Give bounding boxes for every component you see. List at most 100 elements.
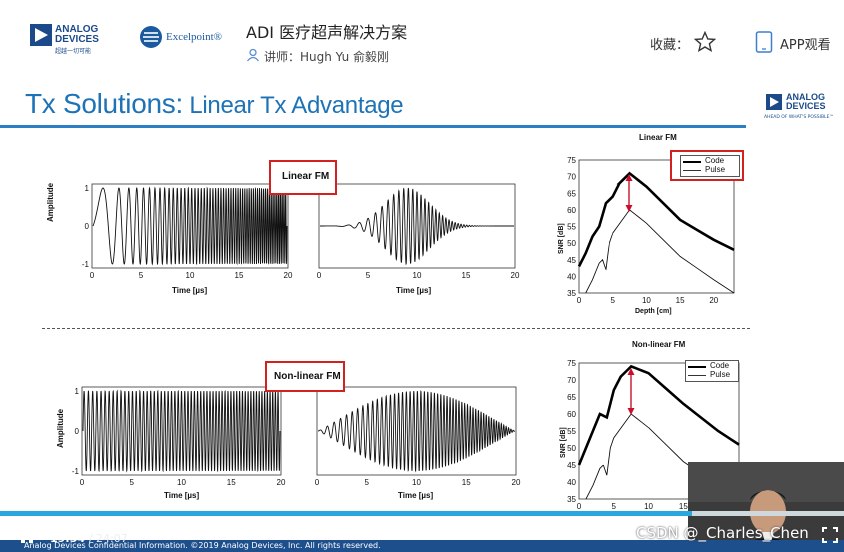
tick-label: 20 xyxy=(284,271,293,280)
star-icon[interactable] xyxy=(693,30,717,57)
tick-label: 55 xyxy=(567,427,576,436)
excelpoint-globe-icon xyxy=(140,26,162,48)
tick-label: 5 xyxy=(612,502,617,511)
nonlinear-fm-label: Non-linear FM xyxy=(274,371,341,382)
section-divider xyxy=(42,328,750,329)
tick-label: 15 xyxy=(462,478,471,487)
fullscreen-icon[interactable] xyxy=(822,527,838,547)
course-header: ANALOG DEVICES 超越一切可能 Excelpoint® ADI 医疗超… xyxy=(0,0,844,74)
tick-label: 70 xyxy=(567,376,576,385)
plot-linear-tapered xyxy=(318,183,516,269)
plot-snr-linear xyxy=(577,159,735,294)
legend: Code Pulse xyxy=(685,360,739,382)
tick-label: 0 xyxy=(90,271,95,280)
slide: Tx Solutions: Linear Tx Advantage ANALOG… xyxy=(0,74,844,552)
adi-logo[interactable]: ANALOG DEVICES 超越一切可能 xyxy=(30,24,108,56)
adi-logo-mark xyxy=(30,24,52,46)
chart-title: Linear FM xyxy=(639,133,677,142)
webcam-view xyxy=(688,462,844,552)
plot-nonlinear-chirp xyxy=(81,386,282,476)
tick-label: 20 xyxy=(512,478,521,487)
series-pulse-line xyxy=(585,209,735,294)
lecturer-name: 讲师：Hugh Yu 俞毅刚 xyxy=(264,50,390,64)
tick-label: 10 xyxy=(186,271,195,280)
tick-label: 75 xyxy=(567,156,576,165)
tick-label: 60 xyxy=(567,206,576,215)
waveform-line xyxy=(82,389,281,473)
slide-title: Tx Solutions: Linear Tx Advantage xyxy=(25,88,404,119)
tick-label: 20 xyxy=(277,478,286,487)
nonlinear-fm-label-box: Non-linear FM xyxy=(265,361,345,392)
tick-label: 0 xyxy=(85,222,90,231)
excelpoint-text: Excelpoint® xyxy=(166,31,223,43)
x-axis-label: Time [µs] xyxy=(396,286,432,295)
tick-label: 10 xyxy=(644,502,653,511)
plot-nonlinear-tapered xyxy=(316,386,517,476)
linear-fm-label-box: Linear FM xyxy=(269,160,337,195)
tick-label: 50 xyxy=(567,239,576,248)
excelpoint-logo[interactable]: Excelpoint® xyxy=(140,26,223,50)
watermark: CSDN @_Charles_Chen xyxy=(636,524,809,542)
tick-label: 0 xyxy=(75,427,80,436)
x-axis-label: Time [µs] xyxy=(398,491,434,500)
series-code-line xyxy=(577,364,740,466)
series-pulse-line xyxy=(585,413,740,500)
legend-pulse: Pulse xyxy=(705,165,726,174)
tick-label: 45 xyxy=(567,256,576,265)
linear-fm-label: Linear FM xyxy=(282,171,330,182)
y-axis-label: SNR [dB] xyxy=(558,223,565,254)
tick-label: 50 xyxy=(567,444,576,453)
video-progress-fill xyxy=(0,511,693,516)
tick-label: 10 xyxy=(177,478,186,487)
waveform-line xyxy=(92,186,288,266)
slide-logo-text: ANALOG DEVICES xyxy=(786,92,826,111)
tick-label: 15 xyxy=(679,502,688,511)
chart-title: Non-linear FM xyxy=(632,340,686,349)
tick-label: 15 xyxy=(227,478,236,487)
legend-pulse: Pulse xyxy=(710,370,731,379)
app-watch-button[interactable]: APP观看 xyxy=(780,38,831,53)
y-axis-label: Amplitude xyxy=(46,182,55,222)
adi-logo-tagline: 超越一切可能 xyxy=(55,48,92,55)
video-time: 19:54 / 24:07 xyxy=(50,532,128,545)
tick-label: 65 xyxy=(567,189,576,198)
legend: Code Pulse xyxy=(680,155,740,177)
title-underline xyxy=(0,125,746,128)
tick-label: -1 xyxy=(82,260,90,269)
x-axis-label: Time [µs] xyxy=(172,286,208,295)
tick-label: 1 xyxy=(85,184,90,193)
slide-logo-tagline: AHEAD OF WHAT'S POSSIBLE™ xyxy=(764,115,834,120)
tick-label: 10 xyxy=(413,271,422,280)
tick-label: 10 xyxy=(412,478,421,487)
tick-label: 75 xyxy=(567,359,576,368)
tick-label: 15 xyxy=(676,296,685,305)
legend-code: Code xyxy=(710,361,730,370)
slide-footer-strip xyxy=(0,540,844,552)
waveform-line xyxy=(320,187,514,266)
course-title: ADI 医疗超声解决方案 xyxy=(246,23,408,42)
tablet-icon[interactable] xyxy=(755,31,773,57)
tick-label: 70 xyxy=(567,173,576,182)
lecturer-icon xyxy=(246,47,260,66)
adi-logo-text: ANALOG DEVICES xyxy=(55,24,99,45)
tick-label: 1 xyxy=(75,387,80,396)
tick-label: -1 xyxy=(72,467,80,476)
y-axis-label: SNR [dB] xyxy=(560,427,567,458)
tick-label: 5 xyxy=(366,271,371,280)
tick-label: 0 xyxy=(577,502,582,511)
tick-label: 65 xyxy=(567,393,576,402)
waveform-line xyxy=(317,390,516,473)
tick-label: 0 xyxy=(317,271,322,280)
tick-label: 5 xyxy=(130,478,135,487)
tick-label: 0 xyxy=(577,296,582,305)
tick-label: 15 xyxy=(462,271,471,280)
slide-footer-text: Analog Devices Confidential Information.… xyxy=(24,541,381,550)
slide-adi-logo: ANALOG DEVICES AHEAD OF WHAT'S POSSIBLE™ xyxy=(764,92,834,132)
tick-label: 20 xyxy=(511,271,520,280)
y-axis-label: Amplitude xyxy=(56,408,65,448)
pause-icon[interactable] xyxy=(20,528,34,548)
tick-label: 40 xyxy=(567,478,576,487)
x-axis-label: Time [µs] xyxy=(164,491,200,500)
tick-label: 35 xyxy=(567,289,576,298)
